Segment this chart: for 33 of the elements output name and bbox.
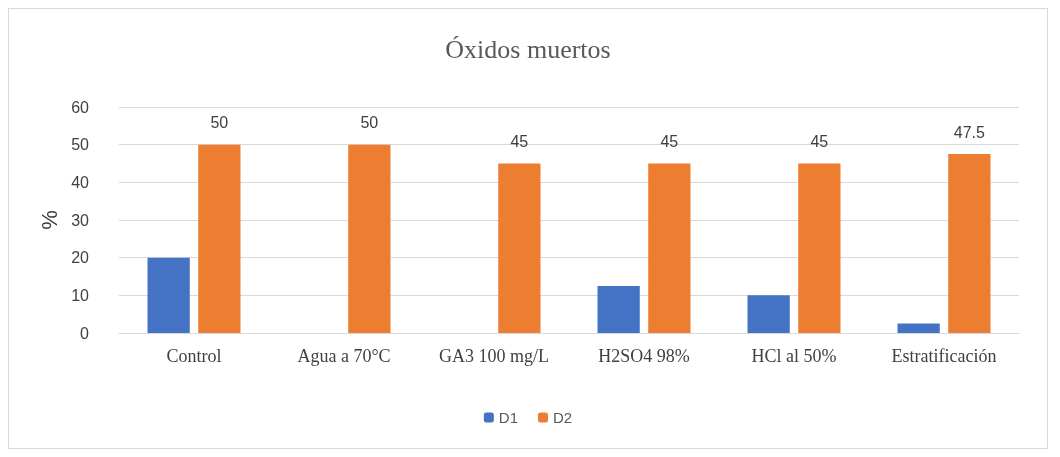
data-label: 50 (210, 114, 229, 132)
chart-title: Óxidos muertos (445, 34, 611, 64)
data-label: 47.5 (953, 123, 986, 141)
y-tick-label: 0 (80, 324, 90, 342)
x-tick-label: Estratificación (891, 346, 997, 366)
bar (597, 285, 640, 333)
x-tick-label: Agua a 70°C (297, 346, 391, 366)
x-tick-label: Control (166, 346, 222, 366)
y-tick-label: 30 (71, 211, 90, 229)
y-tick-label: 50 (71, 136, 90, 154)
bar (198, 144, 241, 333)
bar (348, 144, 391, 333)
bar (498, 163, 541, 333)
legend-label: D1 (498, 409, 519, 426)
bar (147, 257, 190, 333)
data-label: 45 (510, 133, 529, 150)
bar (897, 323, 940, 333)
data-label: 45 (810, 133, 829, 150)
y-tick-label: 40 (71, 173, 90, 191)
bar (747, 295, 790, 333)
bar (648, 163, 691, 333)
x-tick-label: GA3 100 mg/L (439, 346, 549, 366)
x-tick-label: H2SO4 98% (598, 346, 690, 366)
y-tick-label: 10 (71, 286, 90, 304)
y-tick-label: 20 (71, 249, 90, 267)
data-label: 45 (660, 133, 679, 150)
y-axis-title: % (36, 210, 62, 230)
y-tick-label: 60 (71, 98, 90, 116)
bar (948, 154, 991, 333)
bar (798, 163, 841, 333)
data-label: 50 (360, 114, 379, 132)
x-tick-label: HCl al 50% (751, 346, 837, 366)
legend-label: D2 (553, 409, 573, 426)
